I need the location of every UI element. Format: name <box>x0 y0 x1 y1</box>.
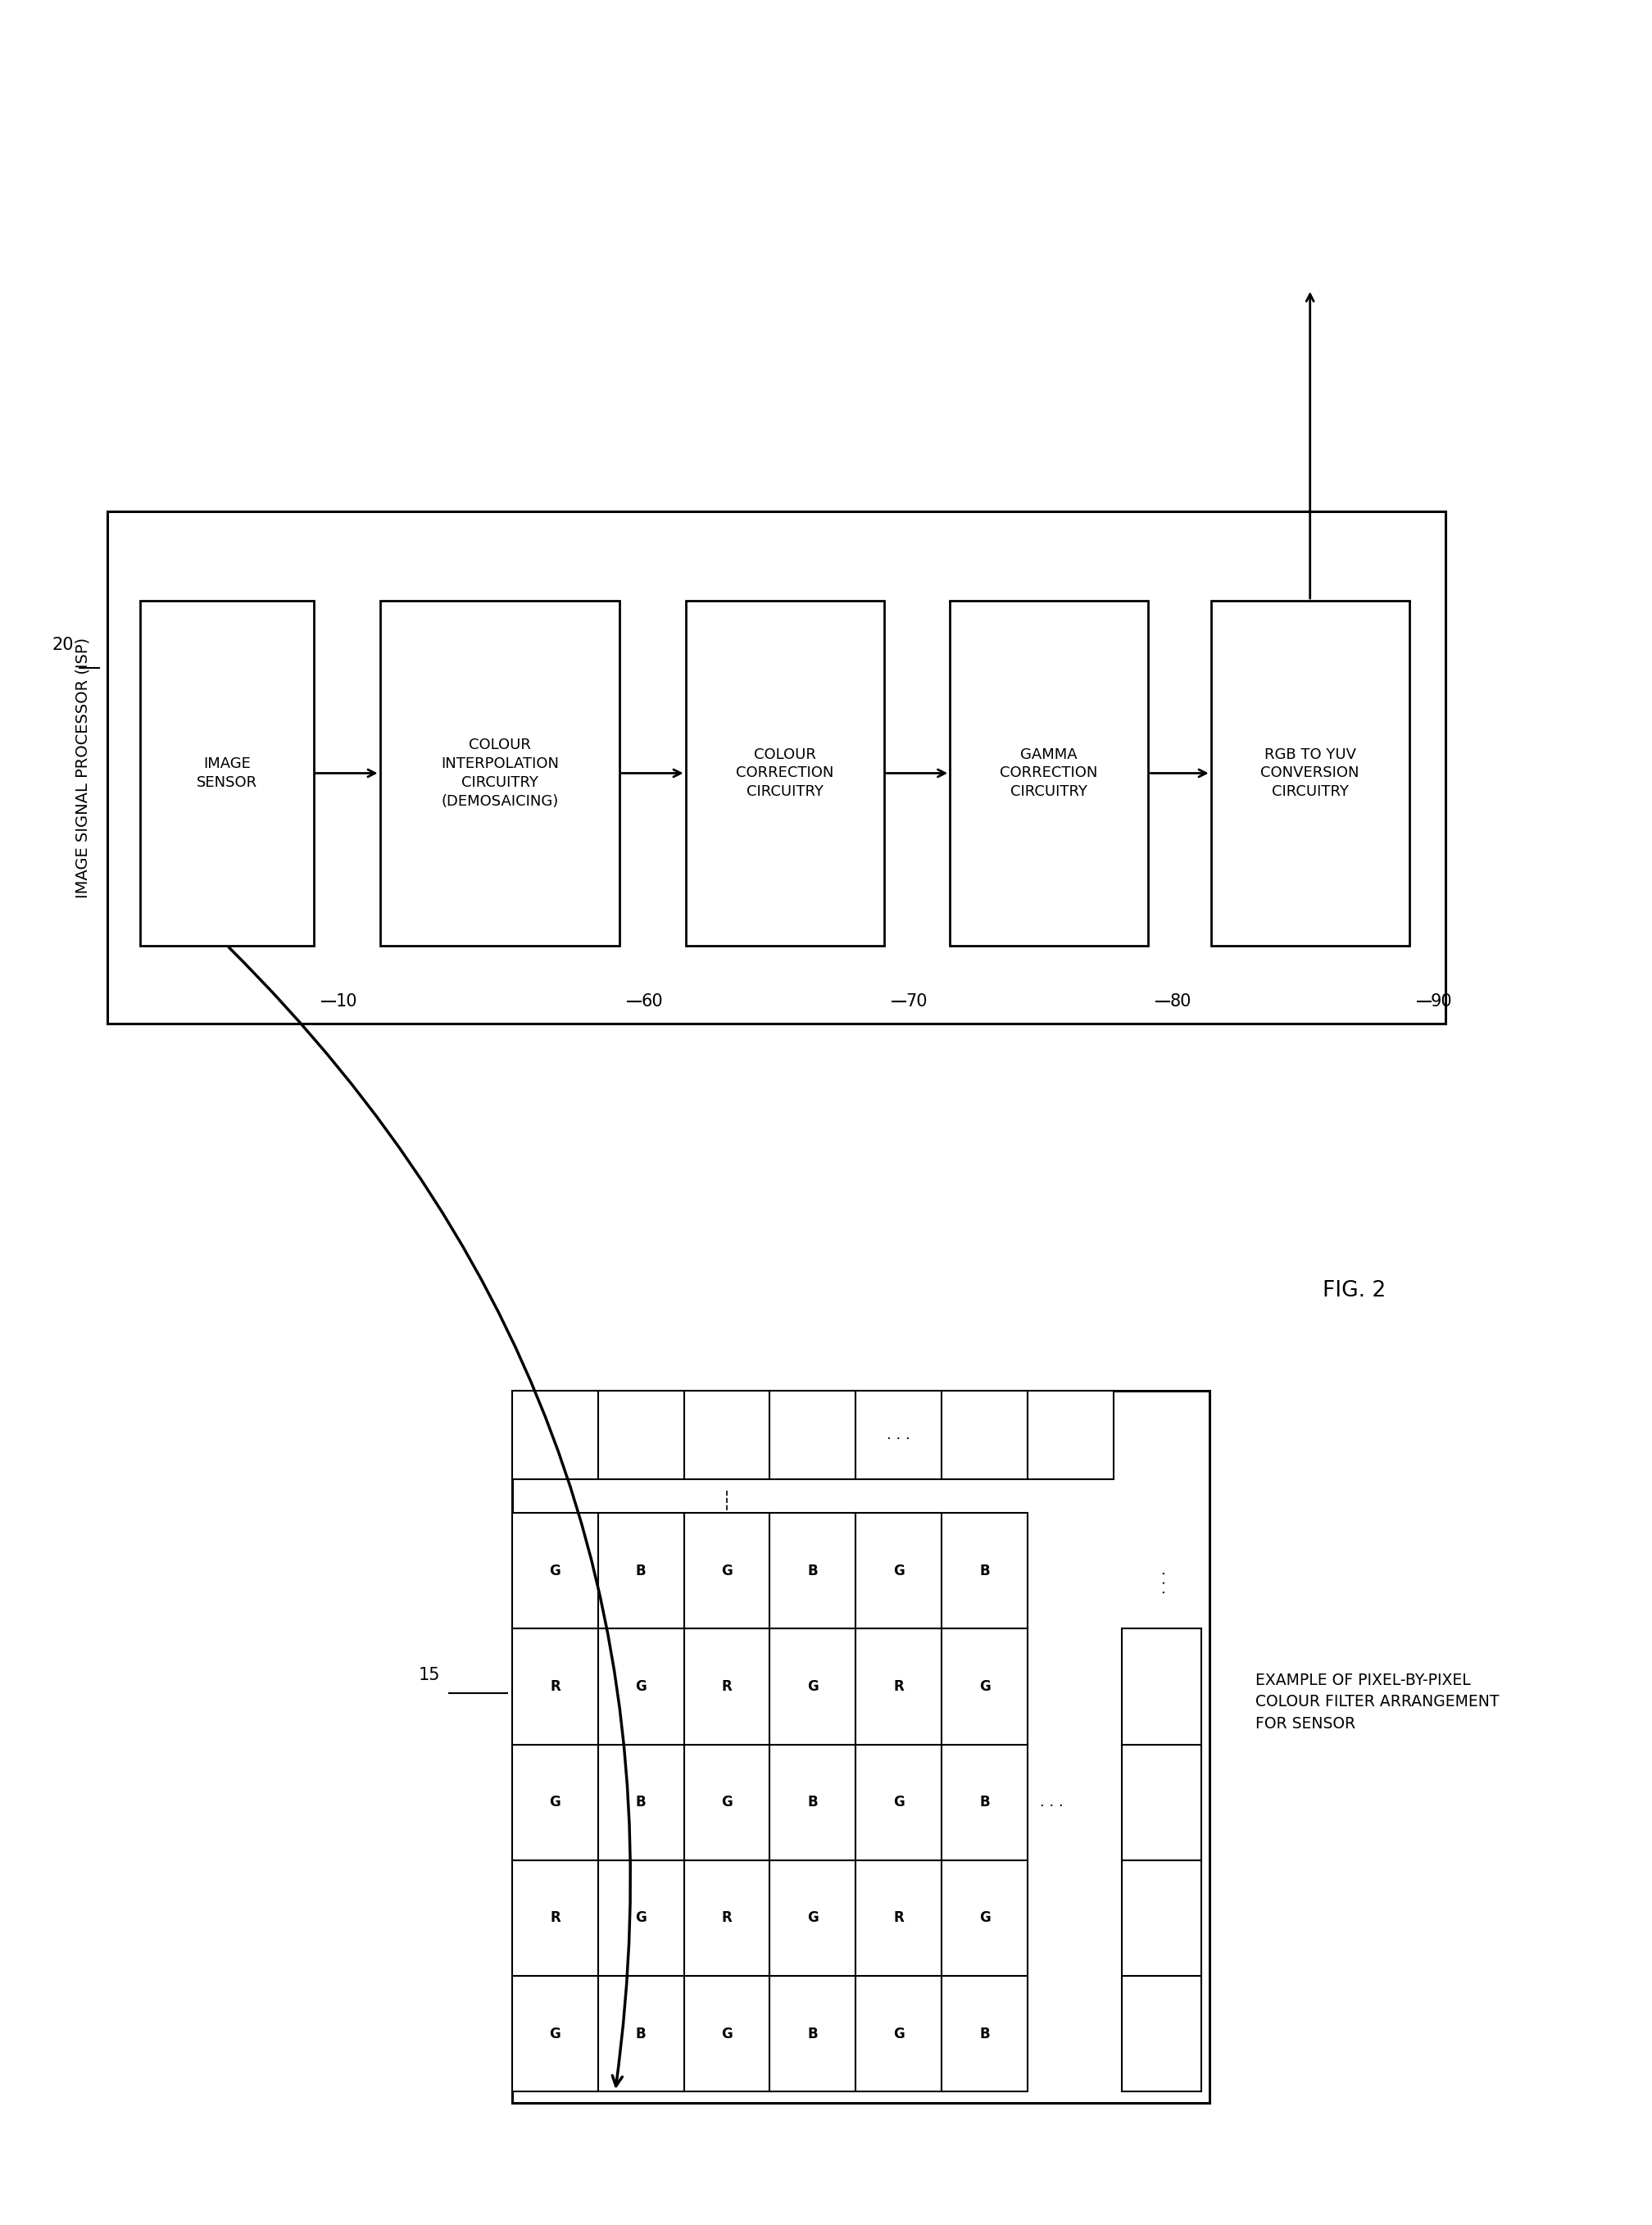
Text: EXAMPLE OF PIXEL-BY-PIXEL
COLOUR FILTER ARRANGEMENT
FOR SENSOR: EXAMPLE OF PIXEL-BY-PIXEL COLOUR FILTER … <box>1256 1673 1500 1731</box>
Bar <box>512 1629 598 1744</box>
Text: B: B <box>808 1796 818 1809</box>
Bar <box>942 1744 1028 1860</box>
Bar <box>770 1513 856 1629</box>
Bar <box>770 1391 856 1480</box>
Bar <box>512 1391 598 1480</box>
Bar <box>856 1629 942 1744</box>
Bar <box>770 1629 856 1744</box>
Text: B: B <box>980 1564 990 1578</box>
Text: B: B <box>980 2027 990 2040</box>
Bar <box>512 1976 598 2092</box>
Bar <box>684 1629 770 1744</box>
Text: R: R <box>894 1911 904 1925</box>
Text: R: R <box>722 1911 732 1925</box>
Bar <box>770 1744 856 1860</box>
Bar <box>942 1391 1028 1480</box>
Text: G: G <box>722 2027 732 2040</box>
Bar <box>598 1744 684 1860</box>
Text: G: G <box>808 1911 818 1925</box>
Bar <box>942 1976 1028 2092</box>
Text: G: G <box>980 1680 990 1693</box>
Bar <box>512 1744 598 1860</box>
Bar <box>686 601 884 946</box>
Text: IMAGE
SENSOR: IMAGE SENSOR <box>197 756 258 790</box>
Bar <box>140 601 314 946</box>
Bar <box>684 1976 770 2092</box>
Text: G: G <box>808 1680 818 1693</box>
Text: B: B <box>636 1796 646 1809</box>
Bar <box>598 1860 684 1976</box>
Text: G: G <box>894 1796 904 1809</box>
Text: COLOUR
CORRECTION
CIRCUITRY: COLOUR CORRECTION CIRCUITRY <box>735 748 834 799</box>
Text: B: B <box>808 1564 818 1578</box>
Text: B: B <box>636 2027 646 2040</box>
Bar <box>1028 1391 1113 1480</box>
Bar <box>856 1744 942 1860</box>
Bar <box>856 1513 942 1629</box>
Text: G: G <box>636 1911 646 1925</box>
Bar <box>684 1744 770 1860</box>
Text: FIG. 2: FIG. 2 <box>1323 1279 1386 1302</box>
Text: . . .: . . . <box>1155 1571 1168 1593</box>
Bar <box>770 1860 856 1976</box>
Bar <box>684 1391 770 1480</box>
Text: 20: 20 <box>51 636 74 654</box>
Text: 80: 80 <box>1170 992 1191 1010</box>
Bar <box>684 1860 770 1976</box>
Text: GAMMA
CORRECTION
CIRCUITRY: GAMMA CORRECTION CIRCUITRY <box>999 748 1099 799</box>
Text: G: G <box>550 1796 560 1809</box>
Text: RGB TO YUV
CONVERSION
CIRCUITRY: RGB TO YUV CONVERSION CIRCUITRY <box>1260 748 1360 799</box>
Text: G: G <box>980 1911 990 1925</box>
Bar <box>598 1976 684 2092</box>
Bar <box>950 601 1148 946</box>
Bar <box>107 512 1446 1024</box>
Text: R: R <box>894 1680 904 1693</box>
Text: . . .: . . . <box>1039 1796 1064 1809</box>
Bar <box>856 1860 942 1976</box>
Text: R: R <box>550 1911 560 1925</box>
Bar <box>380 601 620 946</box>
Bar <box>770 1976 856 2092</box>
Bar <box>512 1513 598 1629</box>
Bar <box>1122 1744 1201 1860</box>
Bar <box>598 1629 684 1744</box>
Text: R: R <box>722 1680 732 1693</box>
Text: G: G <box>550 1564 560 1578</box>
Text: G: G <box>894 2027 904 2040</box>
Text: 70: 70 <box>905 992 927 1010</box>
Bar <box>942 1513 1028 1629</box>
Bar <box>684 1513 770 1629</box>
Text: G: G <box>722 1796 732 1809</box>
Bar <box>856 1391 942 1480</box>
Text: G: G <box>894 1564 904 1578</box>
Text: B: B <box>980 1796 990 1809</box>
Bar <box>1211 601 1409 946</box>
Text: 15: 15 <box>418 1667 441 1684</box>
Text: R: R <box>550 1680 560 1693</box>
Text: G: G <box>550 2027 560 2040</box>
Text: IMAGE SIGNAL PROCESSOR (ISP): IMAGE SIGNAL PROCESSOR (ISP) <box>74 636 91 899</box>
Bar <box>1122 1976 1201 2092</box>
Text: 90: 90 <box>1431 992 1452 1010</box>
Text: B: B <box>808 2027 818 2040</box>
Text: 10: 10 <box>335 992 357 1010</box>
Text: . . .: . . . <box>887 1428 910 1442</box>
Text: COLOUR
INTERPOLATION
CIRCUITRY
(DEMOSAICING): COLOUR INTERPOLATION CIRCUITRY (DEMOSAIC… <box>441 739 558 808</box>
Bar <box>942 1860 1028 1976</box>
Bar <box>598 1513 684 1629</box>
Text: B: B <box>636 1564 646 1578</box>
Text: G: G <box>636 1680 646 1693</box>
Text: G: G <box>722 1564 732 1578</box>
Bar <box>512 1860 598 1976</box>
Bar <box>512 1391 1209 2103</box>
Bar <box>942 1629 1028 1744</box>
Bar <box>856 1976 942 2092</box>
Bar <box>1122 1629 1201 1744</box>
Bar <box>1122 1860 1201 1976</box>
Text: 60: 60 <box>641 992 662 1010</box>
Bar <box>598 1391 684 1480</box>
